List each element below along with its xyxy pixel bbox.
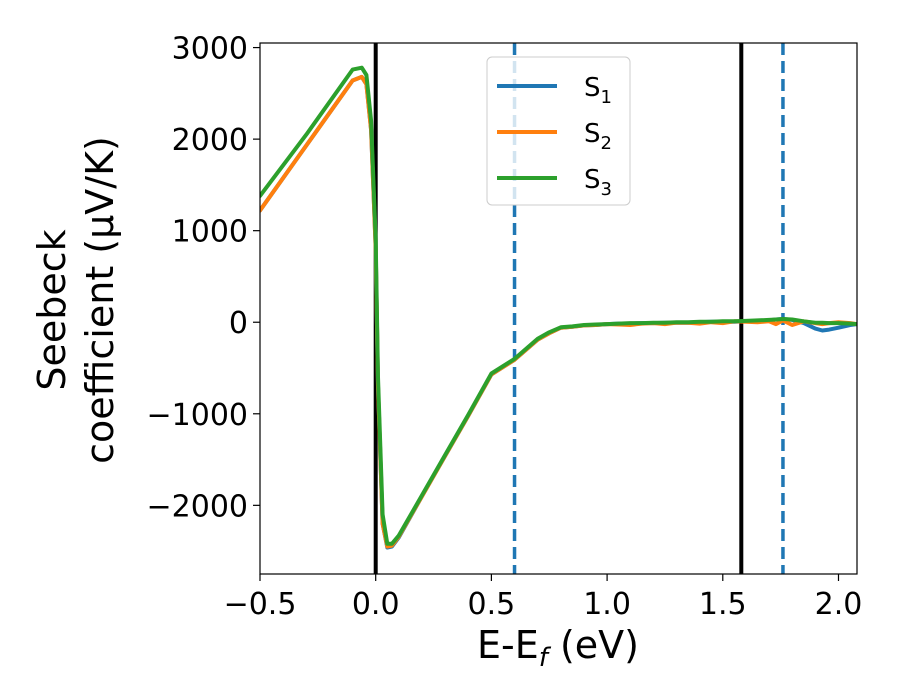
x-axis-title: E-Ef (eV): [477, 623, 639, 673]
y-axis-title-line1: Seebeck: [30, 229, 74, 390]
y-axis-title-line2: coefficient (μV/K): [78, 136, 122, 464]
y-tick-label: −1000: [147, 398, 248, 433]
y-tick-label: −2000: [147, 489, 248, 524]
x-axis-title-main: E-E: [477, 623, 539, 667]
plot-frame: [259, 42, 858, 575]
x-tick-label: 1.0: [583, 587, 631, 622]
series-line-s3: [260, 65, 857, 546]
x-axis-ticks: −0.5 0.0 0.5 1.0 1.5 2.0: [224, 574, 863, 622]
y-tick-label: 0: [229, 306, 248, 341]
legend: S1 S2 S3: [486, 56, 631, 206]
y-tick-label: 1000: [172, 215, 248, 250]
legend-label-s1: S1: [584, 73, 612, 108]
y-axis-ticks: −2000 −1000 0 1000 2000 3000: [147, 32, 260, 524]
y-tick-label: 3000: [172, 32, 248, 67]
legend-label-s2: S2: [584, 119, 612, 154]
series-lines: [260, 65, 857, 550]
x-tick-label: 2.0: [815, 587, 863, 622]
legend-label-s3: S3: [584, 165, 612, 200]
x-tick-label: 0.5: [468, 587, 516, 622]
legend-box: [486, 56, 631, 206]
y-tick-label: 2000: [172, 123, 248, 158]
x-tick-label: 0.0: [352, 587, 400, 622]
x-tick-label: −0.5: [224, 587, 297, 622]
x-axis-title-unit: (eV): [548, 623, 639, 667]
x-tick-label: 1.5: [699, 587, 747, 622]
